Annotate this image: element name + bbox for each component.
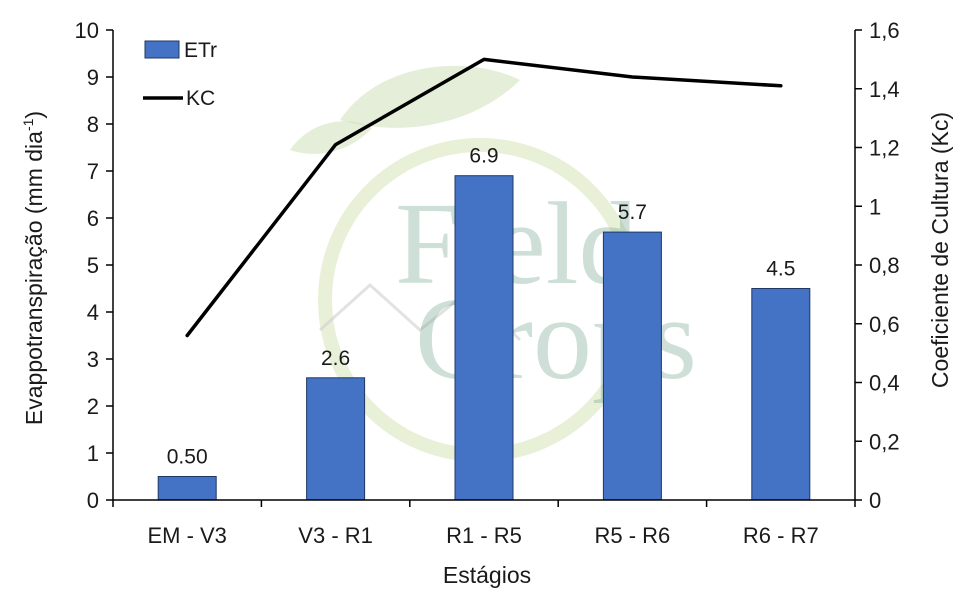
y-tick-label-9: 9 [87,65,99,90]
x-tick-label-2: V3 - R1 [298,523,373,548]
y-tick-label-7: 7 [87,159,99,184]
y2-tick-label-2: 0,4 [869,371,900,396]
y2-tick-label-0: 0 [869,488,881,513]
y-axis-ticks: 0 1 2 3 4 5 6 7 8 9 10 [75,18,113,513]
bar-3 [454,175,514,501]
bar-2 [306,377,366,501]
x-axis-title: Estágios [443,562,531,588]
legend-etr-swatch [144,40,180,59]
y-axis-title: Evappotranspiração (mm dia-1) [20,111,47,425]
bar-data-label-4: 5.7 [618,201,647,224]
x-tick-label-3: R1 - R5 [446,523,522,548]
y-axis-title-close: ) [21,111,47,119]
y2-tick-label-4: 0,8 [869,253,900,278]
y2-tick-label-3: 0,6 [869,312,900,337]
watermark-leaf-small-icon [290,121,372,154]
x-tick-label-4: R5 - R6 [595,523,671,548]
y-tick-label-4: 4 [87,300,99,325]
kc-line-series [185,57,783,338]
y2-axis-ticks: 0 0,2 0,4 0,6 0,8 1 1,2 1,4 1,6 [855,18,900,513]
y-tick-label-3: 3 [87,347,99,372]
bar-4 [602,231,662,501]
y2-tick-label-8: 1,6 [869,18,900,43]
bar-1 [157,476,217,501]
legend: ETr KC [143,39,217,110]
y2-tick-label-7: 1,4 [869,77,900,102]
y-tick-label-2: 2 [87,394,99,419]
bar-data-labels: 0.50 2.6 6.9 5.7 4.5 [167,145,796,469]
watermark-word-field: Field [395,178,638,309]
y2-axis-title: Coeficiente de Cultura (Kc) [927,112,953,388]
y2-tick-label-5: 1 [869,194,881,219]
y-tick-label-8: 8 [87,112,99,137]
y-tick-label-5: 5 [87,253,99,278]
bar-5 [751,288,811,501]
legend-kc-label: KC [186,87,215,110]
y-axis-title-main: Evappotranspiração (mm dia [21,131,47,425]
kc-line [185,57,783,338]
y-tick-label-10: 10 [75,18,99,43]
bar-data-label-2: 2.6 [321,347,350,370]
y-tick-label-1: 1 [87,441,99,466]
legend-etr-label: ETr [184,39,217,62]
bar-data-label-3: 6.9 [469,145,498,168]
y-tick-label-0: 0 [87,488,99,513]
x-tick-label-1: EM - V3 [147,523,226,548]
bar-series [157,175,811,501]
bar-data-label-5: 4.5 [766,258,795,281]
y2-tick-label-1: 0,2 [869,429,900,454]
x-tick-label-5: R6 - R7 [743,523,819,548]
watermark-leaf-icon [340,65,520,128]
y-tick-label-6: 6 [87,206,99,231]
bar-data-label-1: 0.50 [167,446,208,469]
y2-tick-label-6: 1,2 [869,136,900,161]
y-axis-title-superscript: -1 [20,118,36,131]
x-axis-ticks: EM - V3 V3 - R1 R1 - R5 R5 - R6 R6 - R7 [112,500,856,548]
